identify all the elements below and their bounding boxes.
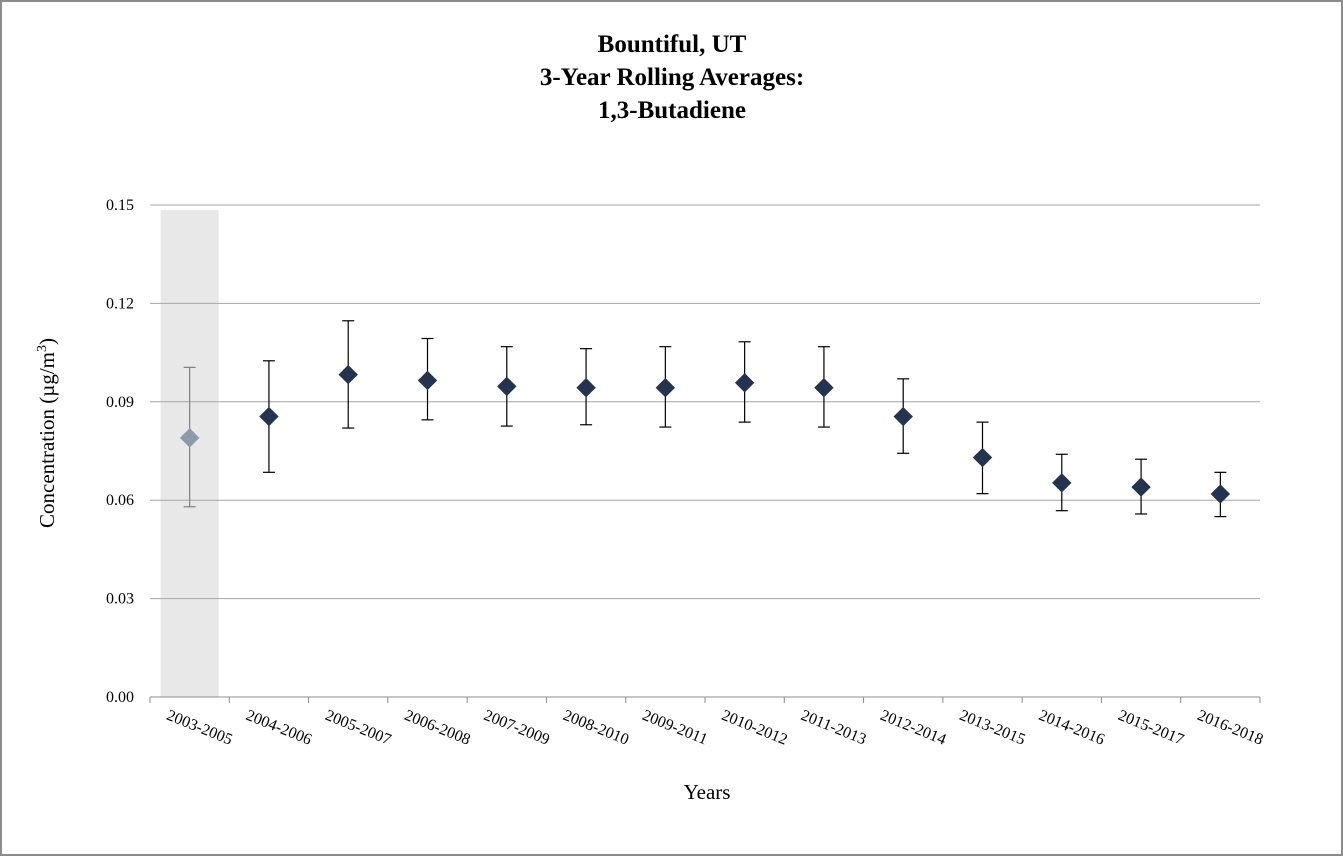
y-axis-title-end: ) <box>35 338 59 345</box>
data-point <box>655 377 676 398</box>
x-tick-label: 2004-2006 <box>243 707 314 749</box>
x-tick-label: 2011-2013 <box>798 707 868 749</box>
data-point <box>417 370 438 391</box>
x-tick-label: 2007-2009 <box>481 707 552 749</box>
data-point <box>1131 477 1151 497</box>
chart-title-line-2: 3-Year Rolling Averages: <box>540 64 804 91</box>
data-point <box>576 377 596 398</box>
data-point <box>259 406 279 427</box>
data-point <box>179 428 200 448</box>
x-tick-label: 2009-2011 <box>640 707 710 749</box>
data-point <box>1052 473 1072 493</box>
y-axis-tick-labels: 0.00 0.03 0.06 0.09 0.12 0.15 <box>106 197 134 706</box>
x-tick-label: 2012-2014 <box>878 707 949 749</box>
data-point <box>734 373 755 393</box>
x-tick-label: 2005-2007 <box>323 707 394 749</box>
x-axis <box>149 696 1261 703</box>
data-point <box>972 447 993 468</box>
y-tick-label: 0.06 <box>106 492 134 509</box>
x-tick-label: 2013-2015 <box>957 707 1028 749</box>
y-axis-title-main: Concentration (µg/m <box>35 352 59 528</box>
x-axis-tick-labels: 2003-2005 2004-2006 2005-2007 2006-2008 2007… <box>164 707 1265 749</box>
y-axis-title: Concentration (µg/m3) <box>35 338 59 528</box>
data-markers <box>179 364 1231 504</box>
data-point <box>893 406 913 427</box>
x-tick-label: 2003-2005 <box>164 707 235 749</box>
error-bars <box>183 320 1227 518</box>
data-point <box>1210 484 1231 504</box>
data-point <box>814 377 834 398</box>
x-axis-title: Years <box>684 780 731 804</box>
y-tick-label: 0.00 <box>106 689 134 706</box>
gridlines <box>150 204 1260 600</box>
y-tick-label: 0.09 <box>106 394 134 411</box>
chart-title-line-1: Bountiful, UT <box>598 31 747 58</box>
x-tick-label: 2016-2018 <box>1195 707 1266 749</box>
x-tick-label: 2015-2017 <box>1116 707 1187 749</box>
x-tick-label: 2010-2012 <box>719 707 790 749</box>
y-tick-label: 0.15 <box>106 197 134 214</box>
x-tick-label: 2008-2010 <box>561 707 632 749</box>
chart-title: Bountiful, UT 3-Year Rolling Averages: 1… <box>540 31 804 124</box>
x-tick-label: 2006-2008 <box>402 707 473 749</box>
y-axis-title-superscript: 3 <box>35 345 50 352</box>
data-point <box>338 364 358 385</box>
data-point <box>497 376 517 397</box>
chart-title-line-3: 1,3-Butadiene <box>598 97 746 124</box>
x-tick-label: 2014-2016 <box>1036 707 1107 749</box>
y-tick-label: 0.03 <box>106 591 134 608</box>
y-tick-label: 0.12 <box>106 295 134 312</box>
